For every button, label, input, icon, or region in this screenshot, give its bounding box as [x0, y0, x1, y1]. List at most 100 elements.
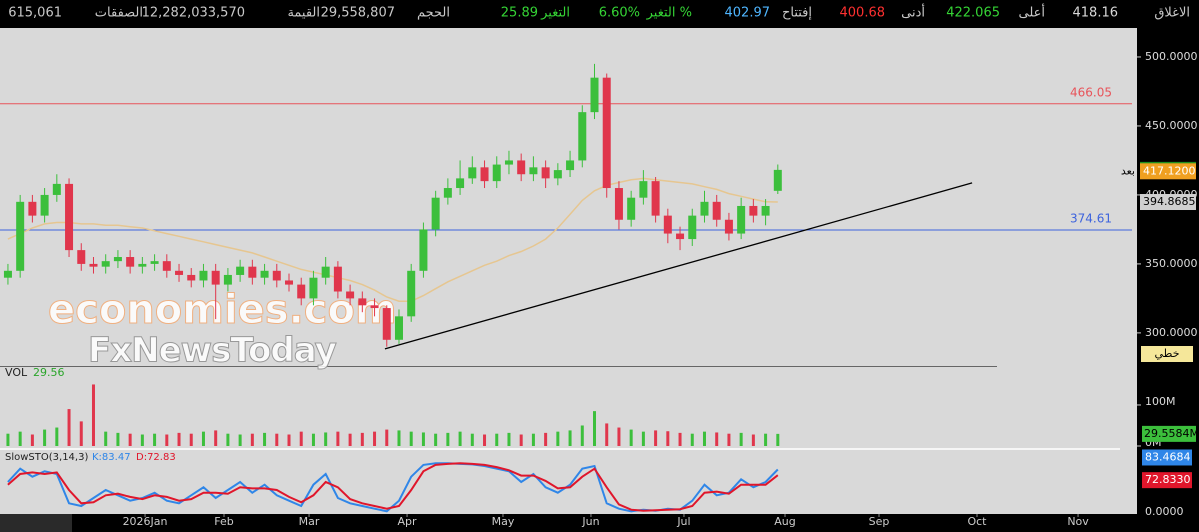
stochastic-line — [7, 462, 779, 512]
candle-body — [614, 188, 623, 220]
volume-bar — [275, 433, 279, 446]
candle-body — [382, 308, 391, 340]
candle-body — [211, 270, 220, 285]
quote-value: 25.89 — [501, 6, 538, 21]
price-tag-label: 394.8685 — [1143, 195, 1196, 208]
volume-bar — [690, 433, 694, 446]
candle-body — [223, 274, 232, 285]
volume-bar — [385, 429, 389, 446]
volume-bar — [409, 431, 413, 446]
volume-bar — [458, 431, 462, 446]
y-tick-label: 300.0000 — [1145, 326, 1198, 339]
quote-value: 400.68 — [840, 6, 886, 21]
x-tick-label: Feb — [214, 515, 233, 528]
volume-bar — [348, 433, 352, 446]
volume-tag — [1142, 425, 1196, 442]
volume-bar — [201, 431, 205, 446]
quote-value: 6.60% — [599, 6, 640, 21]
candle-body — [175, 270, 184, 275]
candle-body — [162, 261, 171, 271]
volume-bar — [654, 430, 658, 446]
candle-body — [52, 183, 61, 195]
volume-bar — [556, 431, 560, 446]
candle-body — [138, 263, 147, 267]
candle-body — [370, 305, 379, 309]
price-tag-label: 417.1200 — [1143, 164, 1196, 177]
x-tick-label: May — [492, 515, 515, 528]
candle-body — [28, 201, 37, 216]
volume-bar — [165, 434, 169, 446]
volume-bar — [702, 431, 706, 446]
volume-bar — [629, 429, 633, 446]
quote-label: التغير — [540, 6, 570, 21]
volume-bar — [544, 432, 548, 446]
volume-bar — [715, 432, 719, 446]
volume-bar — [43, 429, 47, 446]
quote-label: أعلى — [1018, 4, 1045, 21]
candle-body — [419, 229, 428, 271]
volume-bar — [397, 430, 401, 446]
volume-bar — [128, 433, 132, 446]
candle-body — [248, 266, 257, 278]
candle-body — [260, 270, 269, 278]
y-tick-label: 350.0000 — [1145, 257, 1198, 270]
candle-body — [724, 219, 733, 234]
candle-body — [333, 266, 342, 292]
candle-body — [688, 215, 697, 240]
volume-bar — [580, 425, 584, 446]
candle-body — [394, 316, 403, 340]
indicator-label: SlowSTO(3,14,3) — [5, 452, 88, 463]
volume-bar — [360, 432, 364, 446]
x-tick-label: Apr — [398, 515, 418, 528]
volume-last: 29.56 — [33, 366, 65, 379]
mode-box — [1141, 346, 1193, 362]
quote-value: 422.065 — [946, 6, 1000, 21]
candle-body — [285, 280, 294, 285]
volume-bar — [605, 423, 609, 446]
candle-body — [651, 181, 660, 216]
candle-body — [761, 205, 770, 216]
volume-bar — [67, 409, 71, 446]
volume-bar — [678, 432, 682, 446]
y-tick-label: 450.0000 — [1145, 119, 1198, 132]
stochastic-tag-label: 83.4684 — [1145, 450, 1191, 463]
volume-bar — [446, 432, 450, 446]
x-tick-label: Jun — [581, 515, 599, 528]
volume-bar — [55, 427, 59, 446]
volume-bar — [421, 432, 425, 446]
volume-bar — [776, 433, 780, 446]
volume-bar — [214, 430, 218, 446]
volume-bar — [519, 434, 523, 446]
y-tick-label: 100M — [1145, 395, 1176, 408]
candle-body — [468, 167, 477, 179]
volume-bar — [140, 434, 144, 446]
legend-entry: D:72.83 — [136, 452, 176, 463]
candle-body — [272, 270, 281, 281]
stochastic-tag-label: 72.8330 — [1145, 473, 1191, 486]
candle-body — [700, 201, 709, 216]
quote-label: إفتتاح — [782, 6, 812, 21]
candle-body — [773, 169, 782, 191]
volume-bar — [764, 433, 768, 446]
candle-body — [321, 266, 330, 278]
x-axis-bar — [0, 514, 1199, 532]
quote-value: 418.16 — [1073, 6, 1119, 21]
candle-body — [712, 201, 721, 220]
level-label: 466.05 — [1070, 85, 1112, 99]
candle-body — [431, 197, 440, 230]
candle-body — [517, 160, 526, 175]
candle-body — [3, 270, 12, 278]
candle-body — [541, 167, 550, 179]
candle-body — [663, 215, 672, 234]
candle-body — [346, 291, 355, 299]
plot-background — [0, 28, 1137, 514]
candle-body — [187, 274, 196, 281]
quote-value: 402.97 — [725, 6, 771, 21]
volume-bar — [727, 433, 731, 446]
candle-body — [297, 284, 306, 299]
candle-body — [236, 266, 245, 275]
volume-bar — [189, 433, 193, 446]
candle-body — [65, 183, 74, 251]
x-tick-label: Aug — [774, 515, 795, 528]
